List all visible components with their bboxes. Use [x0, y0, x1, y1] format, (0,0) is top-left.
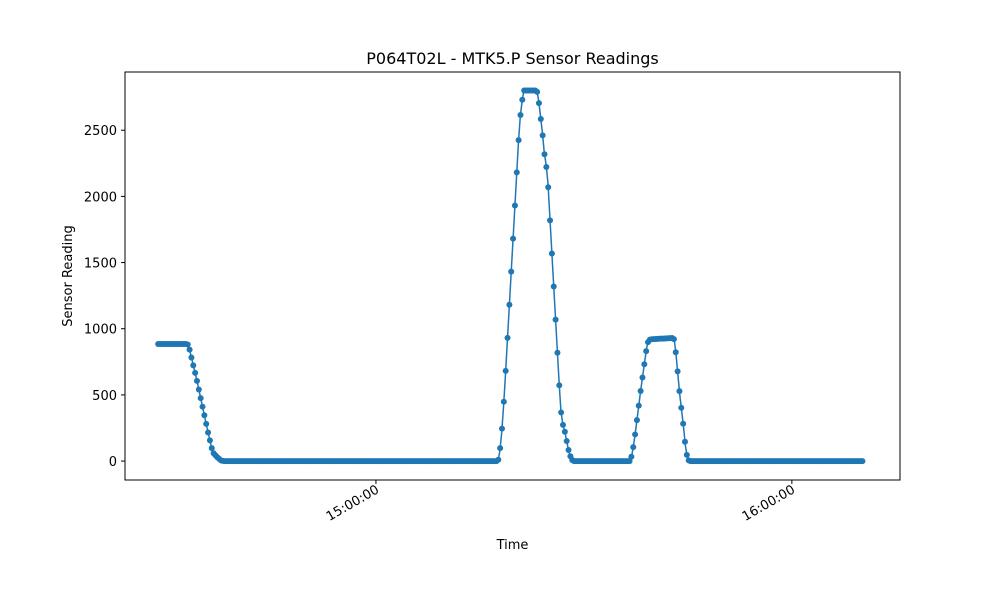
y-tick-label-0: 0	[109, 455, 117, 470]
data-point-25	[201, 412, 208, 419]
data-point-281	[674, 368, 681, 375]
plot-frame	[124, 71, 901, 481]
data-point-211	[545, 184, 552, 191]
data-point-18	[188, 354, 195, 361]
data-point-186	[498, 425, 505, 432]
y-tick-label-4: 2000	[84, 190, 117, 205]
data-point-216	[554, 349, 561, 356]
data-point-264	[643, 348, 650, 355]
data-point-263	[641, 361, 648, 368]
data-point-206	[535, 100, 542, 107]
data-point-259	[633, 417, 640, 424]
chart-title: P064T02L - MTK5.P Sensor Readings	[366, 49, 658, 68]
data-point-213	[548, 250, 555, 257]
y-tick-label-3: 1500	[84, 257, 117, 272]
data-point-285	[681, 438, 688, 445]
data-point-218	[558, 409, 565, 416]
data-point-28	[206, 437, 213, 444]
data-point-187	[500, 398, 507, 405]
data-point-210	[543, 163, 550, 170]
data-point-284	[680, 420, 687, 427]
data-point-184	[495, 456, 502, 463]
data-point-27	[205, 429, 212, 436]
data-point-205	[534, 88, 541, 95]
data-point-209	[541, 151, 548, 158]
data-point-280	[672, 349, 679, 356]
data-point-189	[504, 334, 511, 341]
x-axis-label: Time	[496, 538, 529, 553]
data-point-17	[186, 346, 193, 353]
y-tick-label-1: 500	[92, 389, 117, 404]
data-point-279	[670, 336, 677, 343]
y-tick-label-5: 2500	[84, 124, 117, 139]
data-point-221	[563, 438, 570, 445]
data-point-222	[565, 446, 572, 453]
data-point-22	[195, 386, 202, 393]
data-point-20	[192, 369, 199, 376]
data-point-217	[556, 382, 563, 389]
data-point-215	[552, 316, 559, 323]
data-point-219	[559, 421, 566, 428]
y-axis: 0 500 1000 1500 2000 2500	[84, 124, 125, 470]
plot-area	[155, 87, 866, 465]
data-point-207	[537, 115, 544, 122]
y-tick-label-2: 1000	[84, 323, 117, 338]
data-point-190	[506, 301, 513, 308]
data-point-21	[193, 377, 200, 384]
data-point-191	[508, 268, 515, 275]
data-point-16	[184, 341, 191, 348]
data-point-258	[632, 431, 639, 438]
data-point-262	[639, 374, 646, 381]
data-point-286	[683, 451, 690, 458]
data-point-192	[510, 235, 517, 242]
data-point-185	[497, 445, 504, 452]
data-point-257	[630, 444, 637, 451]
y-axis-label: Sensor Reading	[61, 225, 76, 326]
data-point-381	[859, 458, 866, 465]
data-point-260	[635, 402, 642, 409]
data-point-282	[676, 388, 683, 395]
data-point-196	[517, 112, 524, 119]
data-point-188	[502, 367, 509, 374]
data-point-23	[197, 395, 204, 402]
data-point-261	[637, 388, 644, 395]
data-point-208	[539, 132, 546, 139]
data-point-194	[513, 169, 520, 176]
data-point-195	[515, 137, 522, 144]
data-point-26	[203, 420, 210, 427]
data-point-256	[628, 453, 635, 460]
data-point-220	[561, 428, 568, 435]
series-group	[155, 87, 866, 465]
data-point-197	[519, 96, 526, 103]
series-markers-0	[155, 87, 866, 465]
data-point-193	[511, 202, 518, 209]
data-point-283	[678, 404, 685, 411]
data-point-19	[190, 362, 197, 369]
data-point-214	[550, 283, 557, 290]
data-point-212	[547, 217, 554, 224]
data-point-29	[208, 445, 215, 452]
data-point-24	[199, 403, 206, 410]
